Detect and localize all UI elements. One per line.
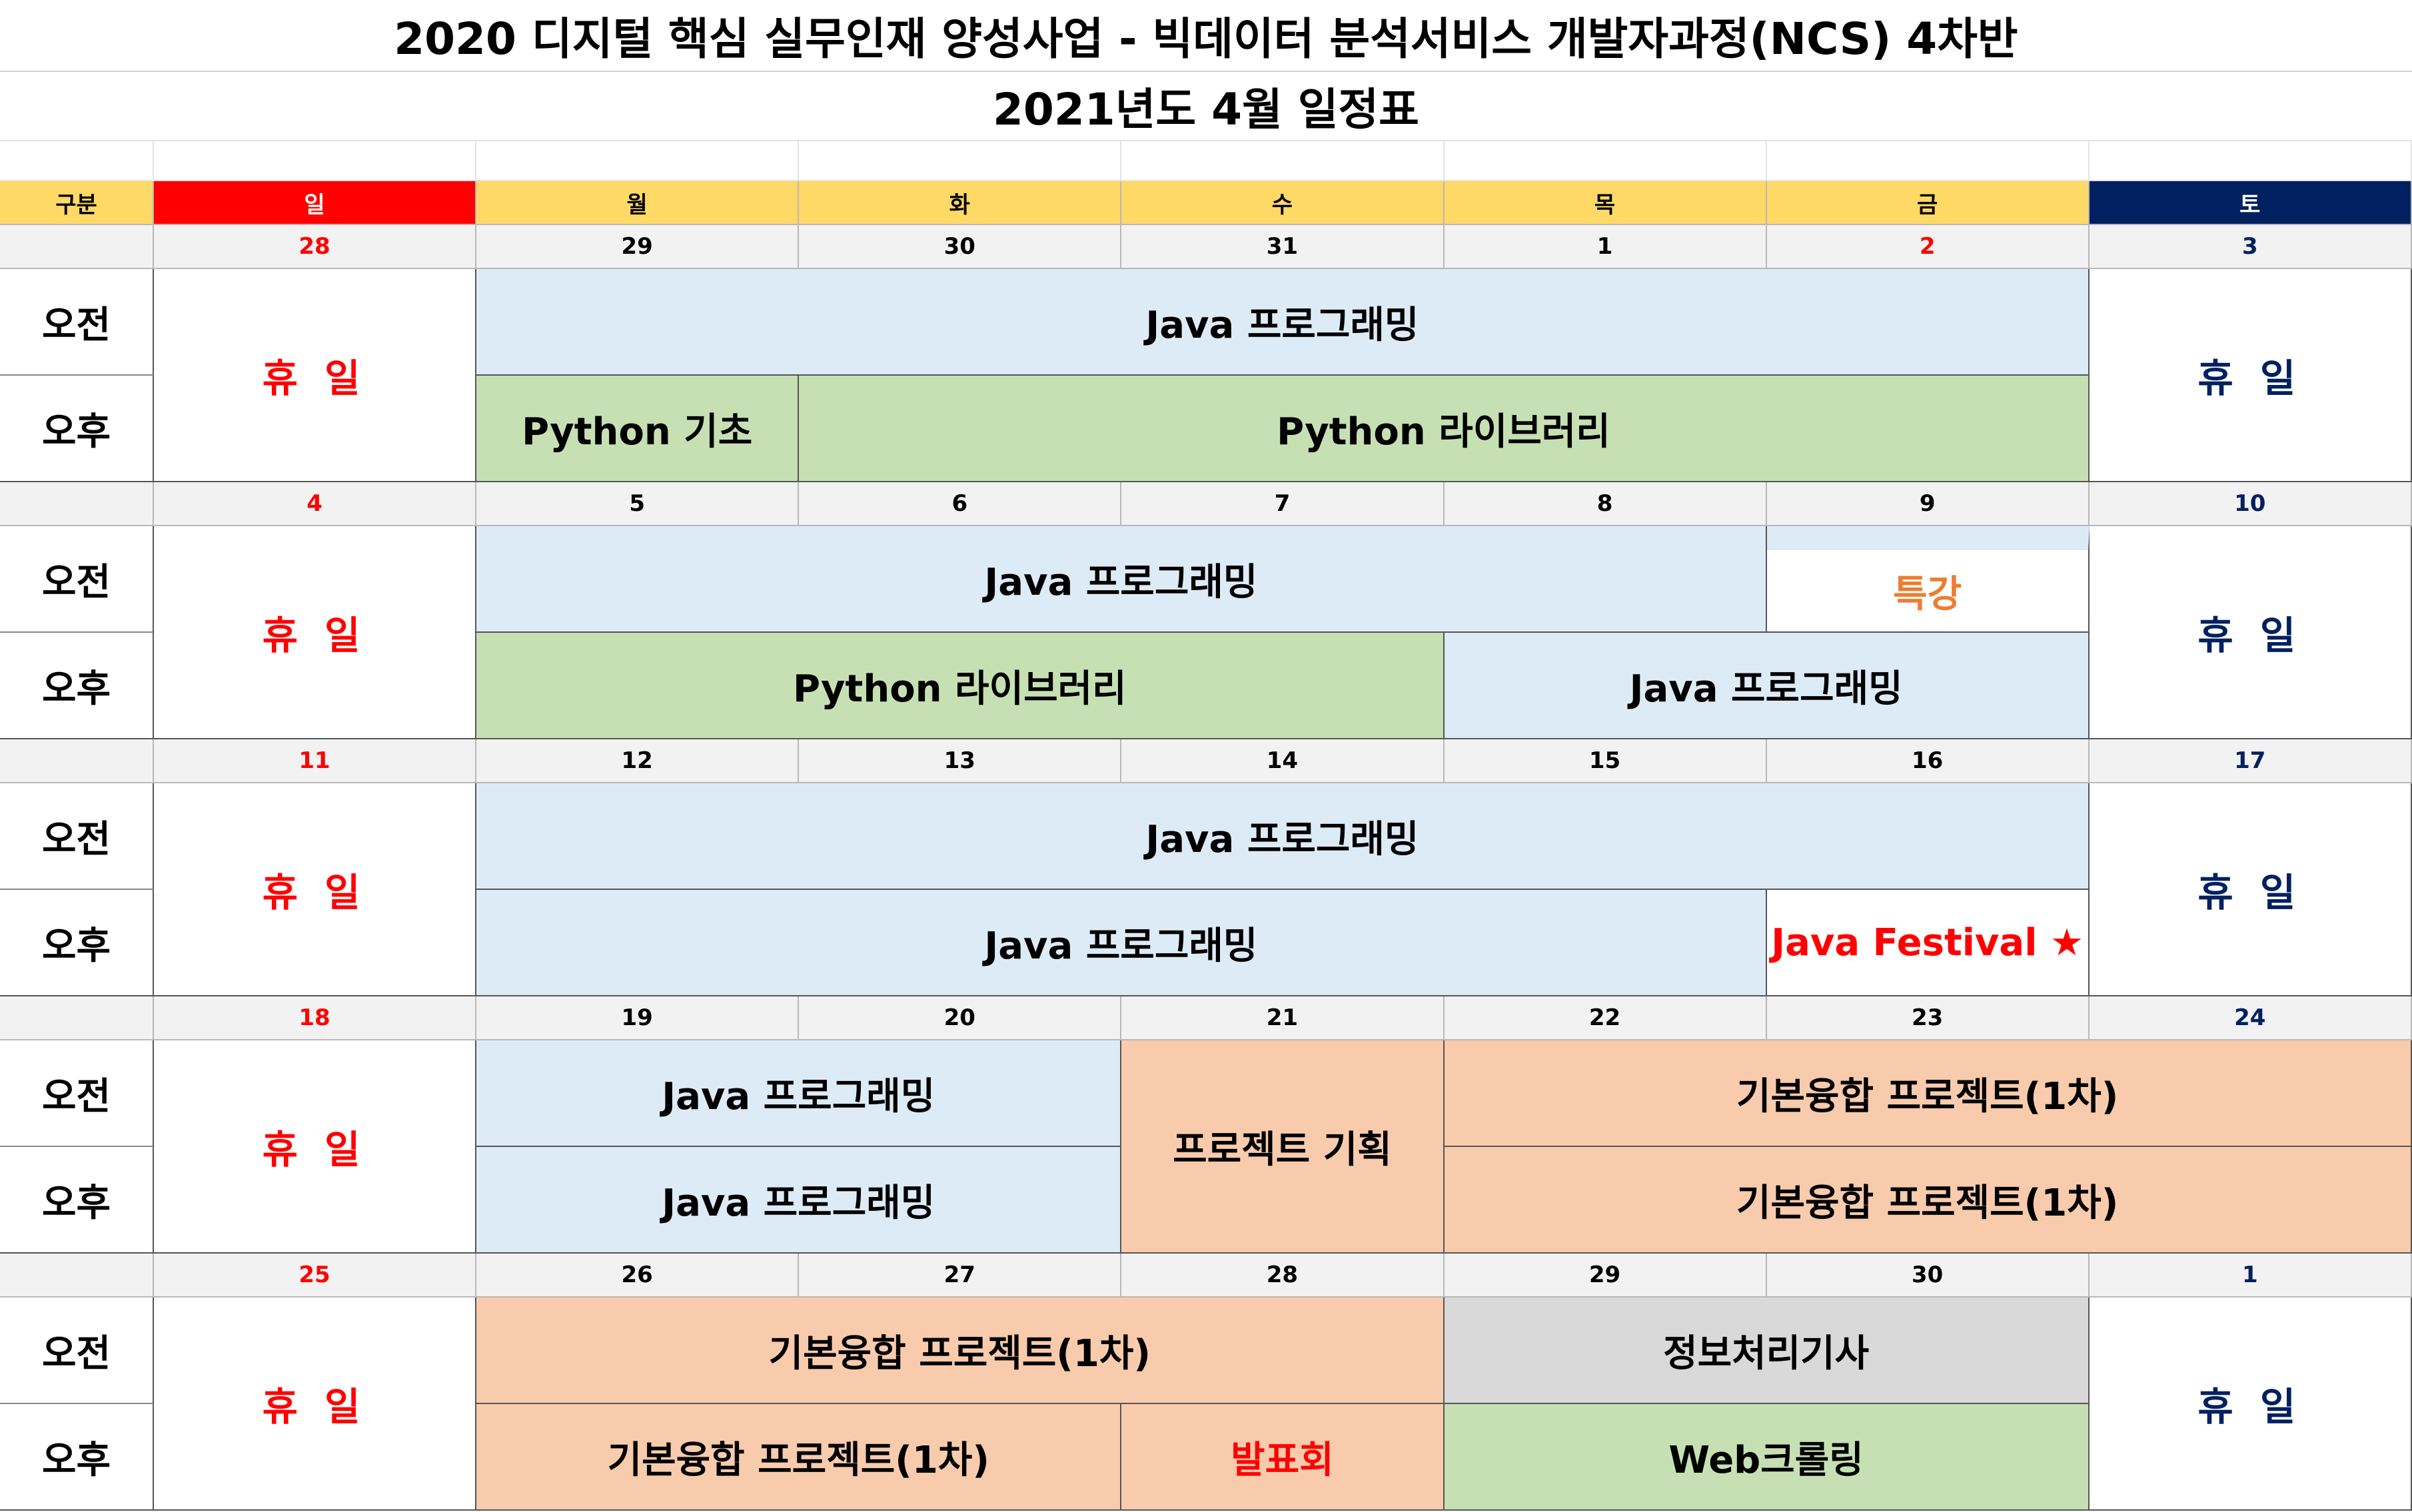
holiday-sunday: 휴 일 <box>154 1040 477 1254</box>
date-cell: 13 <box>799 739 1122 783</box>
spacer-cell <box>476 141 800 181</box>
session-info-processing-exam: 정보처리기사 <box>1444 1298 2090 1404</box>
date-label-cell <box>0 482 154 526</box>
date-cell: 23 <box>1766 996 2090 1040</box>
session-java-programming: Java 프로그래밍 <box>476 783 2090 890</box>
session-java-programming: Java 프로그래밍 <box>476 890 1767 996</box>
date-cell: 28 <box>154 225 477 269</box>
date-label-cell <box>0 225 154 269</box>
date-cell: 19 <box>476 996 800 1040</box>
holiday-sunday: 휴 일 <box>154 1298 477 1511</box>
date-cell: 3 <box>2089 225 2412 269</box>
session-basic-project: 기본융합 프로젝트(1차) <box>476 1298 1445 1404</box>
holiday-sunday: 휴 일 <box>154 526 477 739</box>
session-java-festival: Java Festival ★ <box>1766 890 2090 996</box>
session-basic-project: 기본융합 프로젝트(1차) <box>1444 1040 2412 1147</box>
holiday-sunday: 휴 일 <box>154 269 477 482</box>
date-cell: 16 <box>1766 739 2090 783</box>
period-pm-label: 오후 <box>0 890 154 996</box>
date-cell: 24 <box>2089 996 2412 1040</box>
date-cell: 29 <box>1444 1254 1767 1298</box>
holiday-saturday: 휴 일 <box>2089 269 2412 482</box>
date-label-cell <box>0 739 154 783</box>
date-cell: 28 <box>1121 1254 1445 1298</box>
period-am-label: 오전 <box>0 1040 154 1147</box>
spacer-cell <box>1766 141 2090 181</box>
schedule-title: 2020 디지털 핵심 실무인재 양성사업 - 빅데이터 분석서비스 개발자과정… <box>0 0 2412 72</box>
date-cell: 31 <box>1121 225 1445 269</box>
header-day-mon: 월 <box>476 181 800 225</box>
date-label-cell <box>0 996 154 1040</box>
session-presentation: 발표회 <box>1121 1404 1445 1511</box>
period-pm-label: 오후 <box>0 1404 154 1511</box>
holiday-saturday: 휴 일 <box>2089 526 2412 739</box>
session-python-basics: Python 기초 <box>476 376 800 482</box>
date-cell: 14 <box>1121 739 1445 783</box>
header-day-tue: 화 <box>799 181 1122 225</box>
date-cell: 11 <box>154 739 477 783</box>
date-cell: 9 <box>1766 482 2090 526</box>
header-day-fri: 금 <box>1766 181 2090 225</box>
date-cell: 30 <box>799 225 1122 269</box>
date-cell: 6 <box>799 482 1122 526</box>
period-am-label: 오전 <box>0 269 154 376</box>
session-web-crawling: Web크롤링 <box>1444 1404 2090 1511</box>
period-pm-label: 오후 <box>0 376 154 482</box>
date-cell: 26 <box>476 1254 800 1298</box>
date-cell: 4 <box>154 482 477 526</box>
session-project-planning: 프로젝트 기획 <box>1121 1040 1445 1254</box>
spacer-cell <box>2089 141 2412 181</box>
header-category: 구분 <box>0 181 154 225</box>
date-cell: 29 <box>476 225 800 269</box>
session-python-library: Python 라이브러리 <box>476 633 1445 739</box>
date-label-cell <box>0 1254 154 1298</box>
period-pm-label: 오후 <box>0 1147 154 1254</box>
date-cell: 20 <box>799 996 1122 1040</box>
header-day-thu: 목 <box>1444 181 1767 225</box>
date-cell: 8 <box>1444 482 1767 526</box>
session-java-programming: Java 프로그래밍 <box>476 1040 1122 1147</box>
header-day-wed: 수 <box>1121 181 1445 225</box>
date-cell: 7 <box>1121 482 1445 526</box>
period-pm-label: 오후 <box>0 633 154 739</box>
spacer-cell <box>0 141 154 181</box>
holiday-saturday: 휴 일 <box>2089 783 2412 996</box>
session-java-programming: Java 프로그래밍 <box>1444 633 2090 739</box>
date-cell: 27 <box>799 1254 1122 1298</box>
spacer-cell <box>1444 141 1767 181</box>
session-java-programming: Java 프로그래밍 <box>476 526 1767 633</box>
date-cell: 25 <box>154 1254 477 1298</box>
spacer-cell <box>1121 141 1445 181</box>
session-special-lecture: 특강 <box>1766 526 2090 633</box>
date-cell: 21 <box>1121 996 1445 1040</box>
date-cell: 1 <box>2089 1254 2412 1298</box>
date-cell: 5 <box>476 482 800 526</box>
period-am-label: 오전 <box>0 783 154 890</box>
period-am-label: 오전 <box>0 526 154 633</box>
spacer-cell <box>799 141 1122 181</box>
holiday-sunday: 휴 일 <box>154 783 477 996</box>
date-cell: 1 <box>1444 225 1767 269</box>
session-basic-project: 기본융합 프로젝트(1차) <box>1444 1147 2412 1254</box>
date-cell: 22 <box>1444 996 1767 1040</box>
header-day-sat: 토 <box>2089 181 2412 225</box>
header-day-sun: 일 <box>154 181 477 225</box>
session-python-library: Python 라이브러리 <box>799 376 2090 482</box>
session-java-programming: Java 프로그래밍 <box>476 269 2090 376</box>
holiday-saturday: 휴 일 <box>2089 1298 2412 1511</box>
session-java-programming: Java 프로그래밍 <box>476 1147 1122 1254</box>
date-cell: 15 <box>1444 739 1767 783</box>
date-cell: 17 <box>2089 739 2412 783</box>
session-basic-project: 기본융합 프로젝트(1차) <box>476 1404 1122 1511</box>
date-cell: 18 <box>154 996 477 1040</box>
spacer-cell <box>154 141 477 181</box>
date-cell: 2 <box>1766 225 2090 269</box>
date-cell: 12 <box>476 739 800 783</box>
period-am-label: 오전 <box>0 1298 154 1404</box>
schedule-subtitle: 2021년도 4월 일정표 <box>0 72 2412 141</box>
date-cell: 10 <box>2089 482 2412 526</box>
date-cell: 30 <box>1766 1254 2090 1298</box>
